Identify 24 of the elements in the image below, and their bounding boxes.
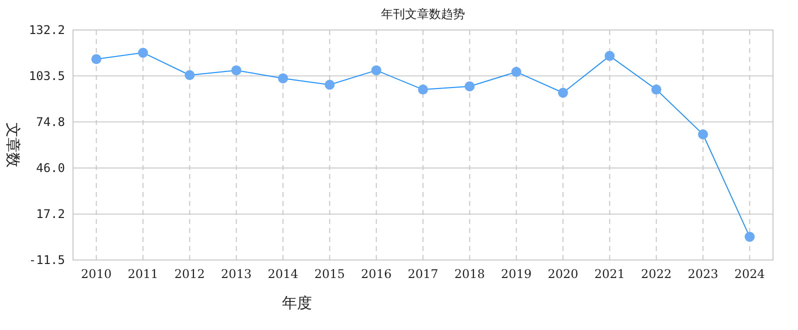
x-tick-label: 2017 — [408, 267, 438, 281]
y-tick-label: -11.5 — [28, 253, 65, 267]
x-tick-label: 2015 — [314, 267, 345, 281]
x-tick-label: 2019 — [501, 267, 532, 281]
x-tick-label: 2012 — [174, 267, 205, 281]
y-tick-label: 17.2 — [36, 207, 65, 222]
x-tick-label: 2022 — [641, 267, 672, 281]
y-tick-label: 74.8 — [36, 114, 65, 129]
x-tick-label: 2013 — [221, 267, 252, 281]
y-tick-label: 103.5 — [28, 68, 65, 83]
x-tick-label: 2014 — [268, 267, 299, 281]
x-axis-title: 年度 — [282, 294, 312, 312]
chart-title: 年刊文章数趋势 — [381, 7, 465, 21]
y-axis-title: 文章数 — [4, 122, 22, 168]
y-tick-label: 46.0 — [36, 160, 65, 175]
x-tick-label: 2023 — [688, 267, 718, 281]
x-tick-label: 2010 — [81, 267, 112, 281]
x-tick-label: 2021 — [594, 267, 625, 281]
x-tick-label: 2011 — [128, 267, 158, 281]
x-tick-label: 2018 — [454, 267, 485, 281]
x-tick-label: 2020 — [548, 267, 578, 281]
y-tick-label: 132.2 — [28, 23, 65, 37]
x-tick-label: 2024 — [734, 267, 766, 281]
x-tick-label: 2016 — [361, 267, 392, 281]
